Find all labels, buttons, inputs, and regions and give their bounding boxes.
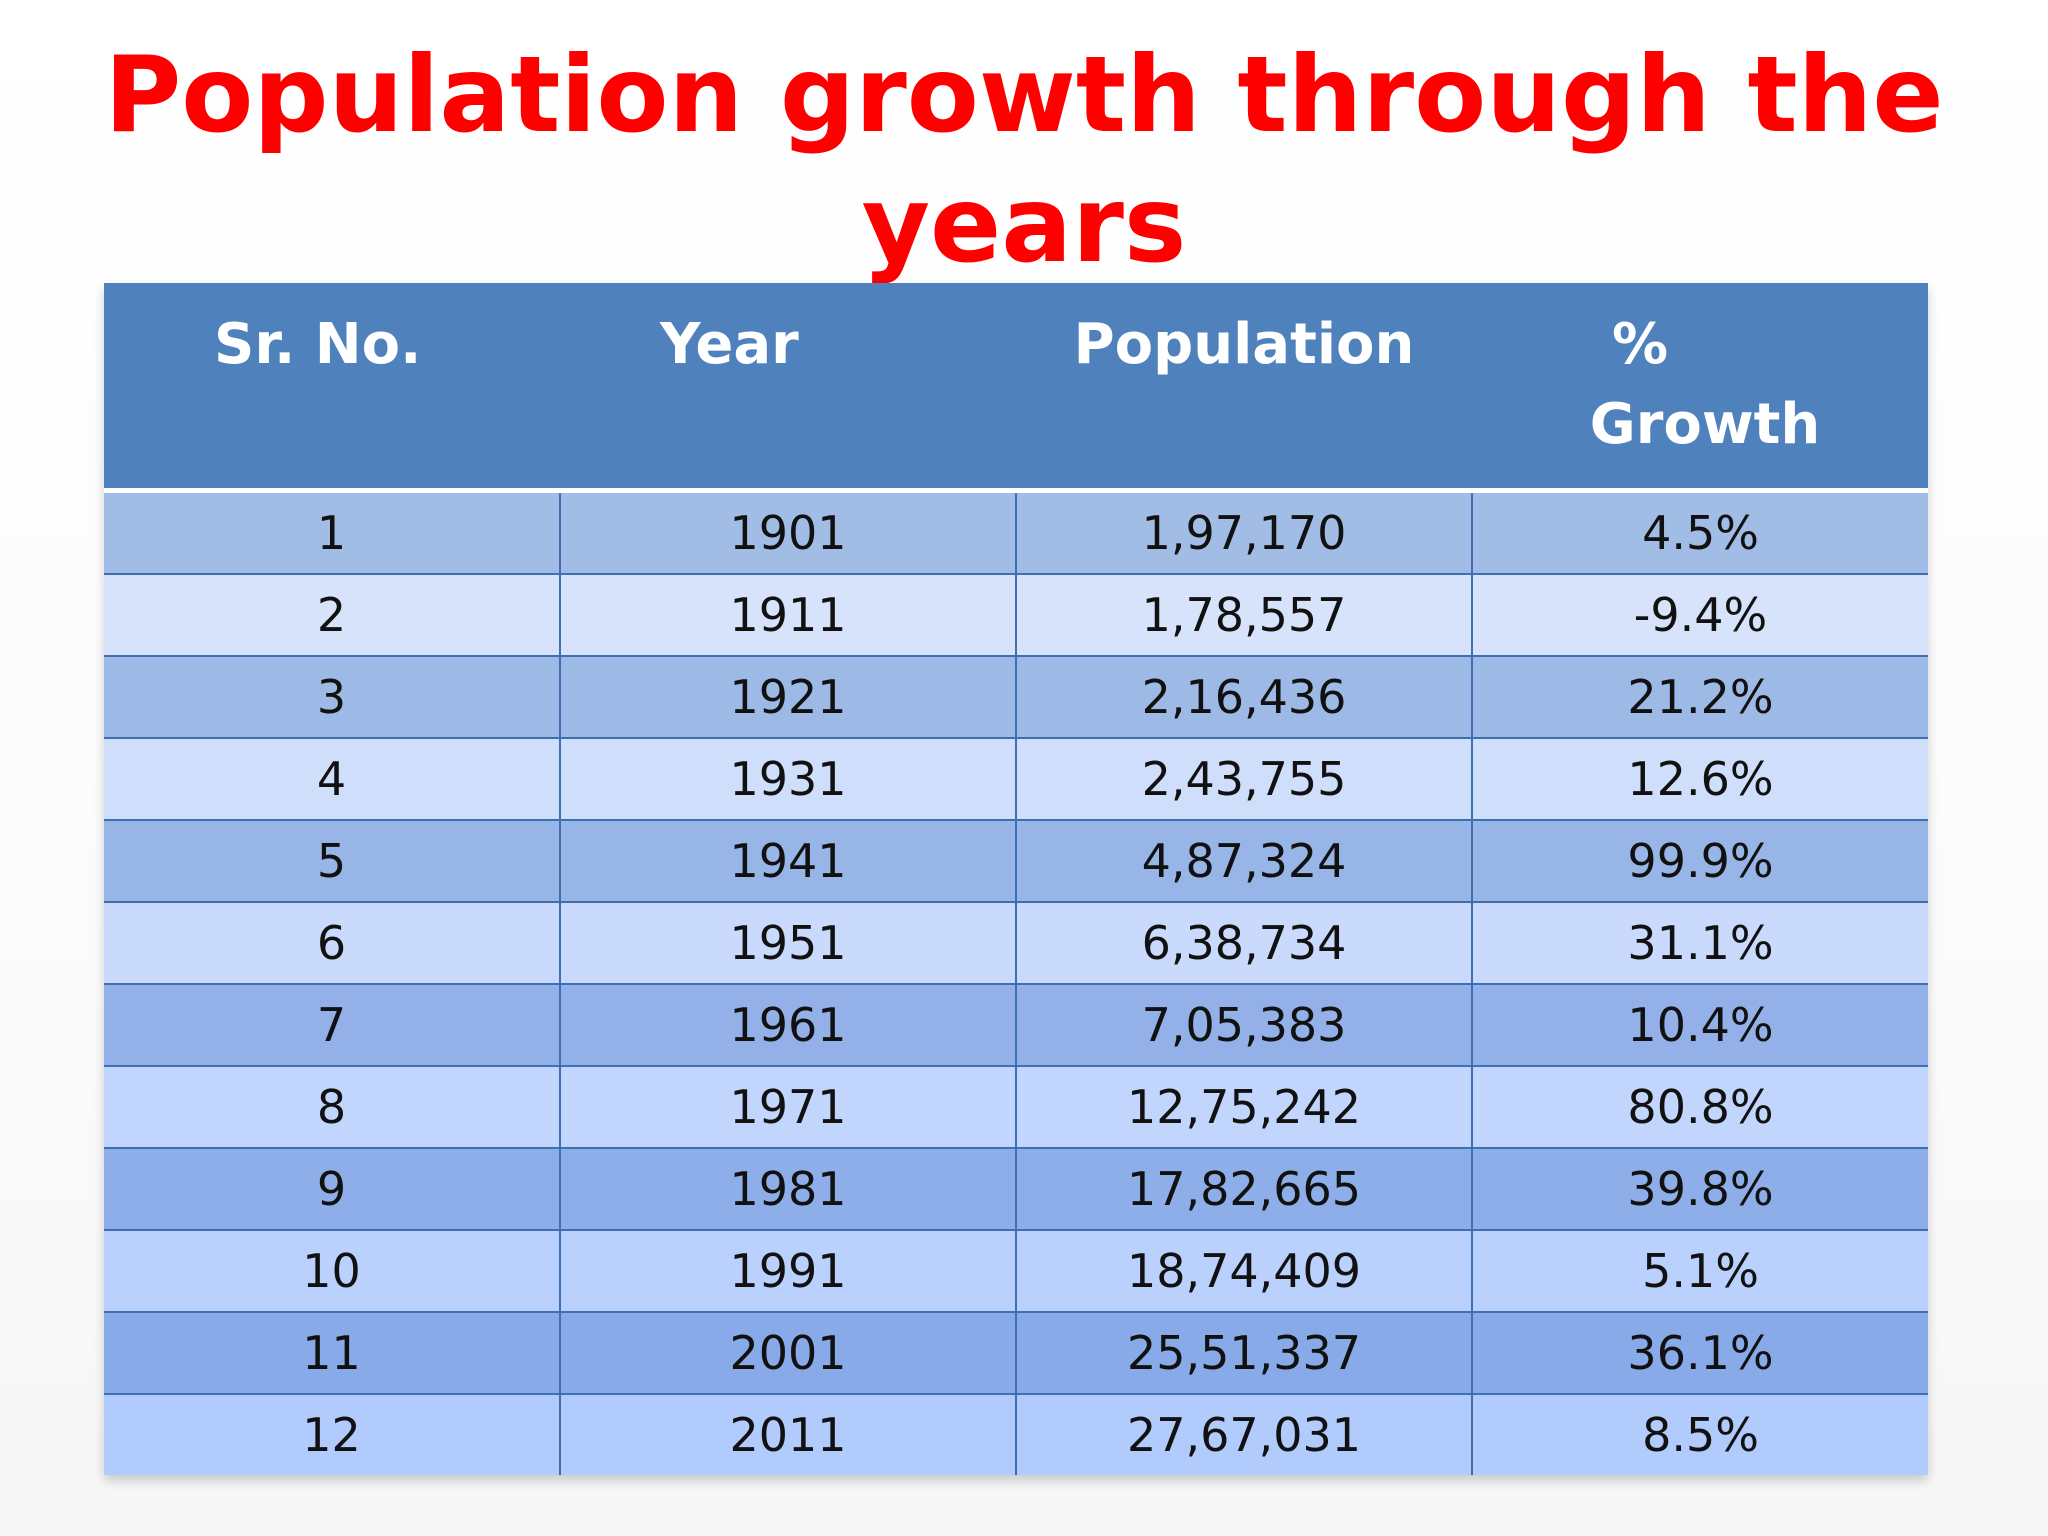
cell-year: 2011: [559, 1393, 1016, 1475]
cell-sr: 3: [104, 655, 560, 738]
cell-sr: 9: [104, 1147, 560, 1230]
cell-growth: 39.8%: [1471, 1147, 1928, 1230]
cell-population: 1,97,170: [1015, 489, 1472, 574]
cell-growth: 5.1%: [1471, 1229, 1928, 1312]
table-row: 6 1951 6,38,734 31.1%: [104, 901, 1928, 984]
cell-sr: 12: [104, 1393, 560, 1475]
cell-population: 17,82,665: [1015, 1147, 1472, 1230]
table-row: 8 1971 12,75,242 80.8%: [104, 1065, 1928, 1148]
cell-sr: 11: [104, 1311, 560, 1394]
cell-population: 12,75,242: [1015, 1065, 1472, 1148]
header-growth: % Growth: [1472, 283, 1928, 493]
cell-population: 6,38,734: [1015, 901, 1472, 984]
cell-sr: 1: [104, 489, 560, 574]
cell-year: 1901: [559, 489, 1016, 574]
cell-sr: 8: [104, 1065, 560, 1148]
population-table-container: Sr. No. Year Population % Growth 1 1901 …: [104, 283, 1928, 1475]
cell-population: 2,43,755: [1015, 737, 1472, 820]
cell-growth: 10.4%: [1471, 983, 1928, 1066]
cell-growth: 8.5%: [1471, 1393, 1928, 1475]
table-row: 10 1991 18,74,409 5.1%: [104, 1229, 1928, 1312]
cell-sr: 5: [104, 819, 560, 902]
cell-sr: 2: [104, 573, 560, 656]
cell-population: 1,78,557: [1015, 573, 1472, 656]
header-year: Year: [560, 283, 1016, 493]
cell-year: 1921: [559, 655, 1016, 738]
cell-year: 1951: [559, 901, 1016, 984]
cell-year: 1911: [559, 573, 1016, 656]
table-row: 7 1961 7,05,383 10.4%: [104, 983, 1928, 1066]
table-row: 11 2001 25,51,337 36.1%: [104, 1311, 1928, 1394]
cell-population: 18,74,409: [1015, 1229, 1472, 1312]
cell-sr: 7: [104, 983, 560, 1066]
population-table: Sr. No. Year Population % Growth 1 1901 …: [104, 283, 1928, 1475]
table-row: 1 1901 1,97,170 4.5%: [104, 489, 1928, 574]
cell-year: 1971: [559, 1065, 1016, 1148]
cell-growth: 36.1%: [1471, 1311, 1928, 1394]
cell-growth: 12.6%: [1471, 737, 1928, 820]
cell-sr: 4: [104, 737, 560, 820]
cell-year: 1941: [559, 819, 1016, 902]
cell-growth: 21.2%: [1471, 655, 1928, 738]
table-row: 3 1921 2,16,436 21.2%: [104, 655, 1928, 738]
header-population: Population: [1016, 283, 1472, 493]
page-title: Population growth through the years: [104, 34, 1944, 286]
cell-growth: -9.4%: [1471, 573, 1928, 656]
cell-population: 25,51,337: [1015, 1311, 1472, 1394]
table-row: 2 1911 1,78,557 -9.4%: [104, 573, 1928, 656]
cell-growth: 31.1%: [1471, 901, 1928, 984]
cell-sr: 6: [104, 901, 560, 984]
cell-population: 2,16,436: [1015, 655, 1472, 738]
cell-sr: 10: [104, 1229, 560, 1312]
header-sr-no: Sr. No.: [104, 283, 560, 493]
cell-year: 2001: [559, 1311, 1016, 1394]
table-row: 9 1981 17,82,665 39.8%: [104, 1147, 1928, 1230]
cell-growth: 99.9%: [1471, 819, 1928, 902]
table-header-row: Sr. No. Year Population % Growth: [104, 283, 1928, 493]
table-row: 5 1941 4,87,324 99.9%: [104, 819, 1928, 902]
cell-year: 1961: [559, 983, 1016, 1066]
table-row: 12 2011 27,67,031 8.5%: [104, 1393, 1928, 1475]
cell-growth: 80.8%: [1471, 1065, 1928, 1148]
cell-year: 1931: [559, 737, 1016, 820]
header-growth-label: Growth: [1589, 392, 1821, 457]
cell-growth: 4.5%: [1471, 489, 1928, 574]
cell-year: 1981: [559, 1147, 1016, 1230]
cell-population: 7,05,383: [1015, 983, 1472, 1066]
cell-population: 27,67,031: [1015, 1393, 1472, 1475]
cell-year: 1991: [559, 1229, 1016, 1312]
header-growth-percent: %: [1611, 312, 1669, 377]
cell-population: 4,87,324: [1015, 819, 1472, 902]
table-row: 4 1931 2,43,755 12.6%: [104, 737, 1928, 820]
